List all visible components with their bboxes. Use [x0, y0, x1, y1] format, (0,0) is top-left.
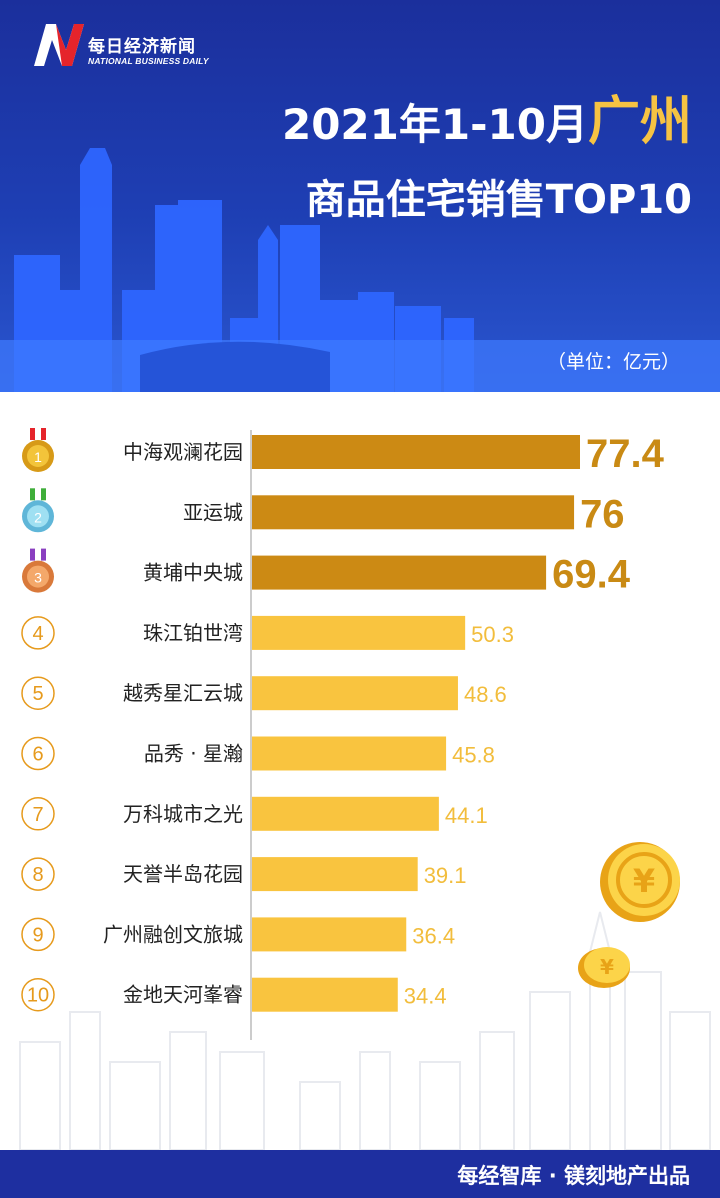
value-label: 48.6: [464, 682, 507, 707]
value-label: 77.4: [586, 432, 665, 476]
category-label: 品秀 · 星瀚: [144, 742, 243, 766]
chart-row: 3 黄埔中央城 69.4: [22, 548, 631, 597]
title-prefix: 2021年1-10月: [281, 100, 588, 149]
rank-circle-icon: 10: [21, 977, 55, 1012]
medal-rank-label: 3: [34, 570, 42, 586]
svg-text:¥: ¥: [633, 862, 655, 900]
category-label: 广州融创文旅城: [103, 922, 243, 946]
category-label: 金地天河峯睿: [123, 983, 243, 1007]
category-label: 珠江铂世湾: [143, 621, 243, 645]
bar-chart: 1 中海观澜花园 77.42 亚运城 763 黄埔中央城 69.44 珠江铂世湾 50.35 越秀…: [21, 428, 665, 1040]
silver-medal-icon: 2: [22, 488, 54, 533]
rank-number: 7: [32, 804, 43, 826]
yuan-coin-icon: ¥: [578, 947, 630, 988]
rank-circle-icon: 7: [21, 797, 55, 831]
rank-number: 6: [32, 744, 43, 766]
value-label: 76: [580, 492, 625, 536]
unit-label: （单位：亿元）: [546, 351, 680, 373]
rank-number: 8: [32, 864, 43, 886]
value-label: 36.4: [412, 923, 455, 948]
medal-rank-label: 2: [34, 509, 42, 525]
brand-name-en: NATIONAL BUSINESS DAILY: [88, 56, 209, 66]
bronze-medal-icon: 3: [22, 548, 54, 593]
rank-number: 10: [27, 985, 49, 1007]
footer-credit: 每经智库 · 镁刻地产出品: [457, 1164, 690, 1188]
nbd-logo: [34, 24, 84, 66]
bar: [252, 435, 580, 469]
value-label: 45.8: [452, 743, 495, 768]
chart-row: 6 品秀 · 星瀚 45.8: [21, 736, 495, 771]
value-label: 39.1: [424, 863, 467, 888]
bar: [252, 736, 447, 771]
category-label: 亚运城: [183, 500, 243, 524]
chart-area: 1 中海观澜花园 77.4 2 亚运城 76 3 黄埔中央城 69.4 4 珠江铂世湾 50.3 5 越秀…: [0, 392, 720, 1150]
bar: [252, 796, 439, 831]
category-label: 天誉半岛花园: [123, 862, 243, 886]
bar: [252, 857, 418, 892]
value-label: 44.1: [445, 803, 488, 828]
rank-number: 4: [32, 623, 43, 645]
rank-circle-icon: 5: [21, 676, 55, 710]
yuan-coin-icon: ¥: [600, 842, 680, 922]
chart-row: 5 越秀星汇云城 48.6: [21, 676, 507, 711]
chart-row: 9 广州融创文旅城 36.4: [21, 917, 455, 952]
rank-number: 9: [32, 924, 43, 946]
title-line-1: 2021年1-10月广州: [282, 92, 692, 155]
rank-circle-icon: 4: [21, 616, 55, 650]
bar: [252, 555, 547, 590]
chart-row: 4 珠江铂世湾 50.3: [21, 615, 514, 650]
chart-row: 8 天誉半岛花园 39.1: [21, 857, 467, 892]
category-label: 越秀星汇云城: [123, 681, 243, 705]
bar: [252, 917, 407, 952]
chart-row: 10 金地天河峯睿 34.4: [21, 977, 447, 1012]
header-banner: 每日经济新闻 NATIONAL BUSINESS DAILY 2021年1-10…: [0, 0, 720, 392]
category-label: 万科城市之光: [123, 802, 243, 826]
category-label: 黄埔中央城: [143, 561, 243, 585]
background-city-outline: [19, 911, 711, 1150]
medal-rank-label: 1: [34, 449, 42, 465]
value-label: 34.4: [404, 984, 447, 1009]
value-label: 50.3: [471, 622, 514, 647]
bar: [252, 615, 466, 650]
bar: [252, 495, 575, 530]
chart-row: 1 中海观澜花园 77.4: [22, 428, 665, 476]
title-line-2: 商品住宅销售TOP10: [305, 177, 692, 223]
bar: [252, 977, 398, 1012]
chart-row: 7 万科城市之光 44.1: [21, 796, 488, 831]
city-skyline-illustration: [0, 148, 720, 392]
svg-text:¥: ¥: [600, 955, 614, 979]
rank-circle-icon: 6: [21, 736, 55, 771]
coins-decoration: ¥ ¥: [578, 842, 680, 988]
category-label: 中海观澜花园: [123, 440, 243, 464]
brand-name-cn: 每日经济新闻: [88, 37, 196, 57]
value-label: 69.4: [552, 553, 631, 597]
chart-row: 2 亚运城 76: [22, 488, 625, 536]
bars-group: 1 中海观澜花园 77.42 亚运城 763 黄埔中央城 69.44 珠江铂世湾 50.35 越秀…: [21, 428, 665, 1012]
footer-bar: 每经智库 · 镁刻地产出品: [0, 1150, 720, 1198]
rank-number: 5: [32, 683, 43, 705]
rank-circle-icon: 8: [21, 857, 55, 891]
gold-medal-icon: 1: [22, 428, 54, 472]
rank-circle-icon: 9: [21, 917, 55, 952]
title-city: 广州: [587, 92, 692, 152]
bar: [252, 676, 458, 711]
